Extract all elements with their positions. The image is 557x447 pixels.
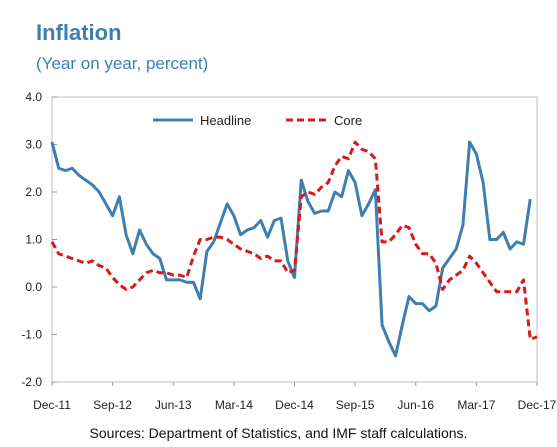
x-tick-label: Mar-14 [215, 398, 253, 412]
x-tick-label: Dec-17 [518, 398, 557, 412]
x-tick-label: Sep-15 [336, 398, 375, 412]
chart-subtitle: (Year on year, percent) [36, 54, 209, 73]
legend-label-core: Core [334, 113, 362, 128]
chart-series [50, 140, 538, 358]
source-note: Sources: Department of Statistics, and I… [89, 425, 468, 441]
legend-label-headline: Headline [200, 113, 251, 128]
chart-axes: 4.0 3.0 2.0 1.0 0.0 -1.0 -2.0 Dec-11 Sep-12 Jun-1… [21, 90, 556, 412]
x-tick-label: Dec-14 [275, 398, 314, 412]
series-line-core [50, 140, 538, 341]
y-tick-label: 3.0 [25, 138, 42, 152]
x-tick-label: Mar-17 [457, 398, 495, 412]
y-tick-label: -1.0 [21, 328, 42, 342]
series-line-headline [50, 140, 532, 358]
y-tick-label: 0.0 [25, 280, 42, 294]
x-tick-label: Jun-13 [155, 398, 192, 412]
inflation-chart: 4.0 3.0 2.0 1.0 0.0 -1.0 -2.0 Dec-11 Sep-12 Jun-1… [21, 90, 556, 412]
x-tick-label: Dec-11 [33, 398, 71, 412]
chart-title: Inflation [36, 20, 122, 45]
chart-legend: Headline Core [153, 113, 362, 128]
plot-area [51, 96, 538, 383]
x-tick-label: Sep-12 [93, 398, 132, 412]
x-tick-label: Jun-16 [397, 398, 434, 412]
y-tick-label: 4.0 [25, 90, 42, 104]
y-tick-label: 2.0 [25, 185, 42, 199]
y-tick-label: -2.0 [21, 375, 42, 389]
y-tick-label: 1.0 [25, 233, 42, 247]
